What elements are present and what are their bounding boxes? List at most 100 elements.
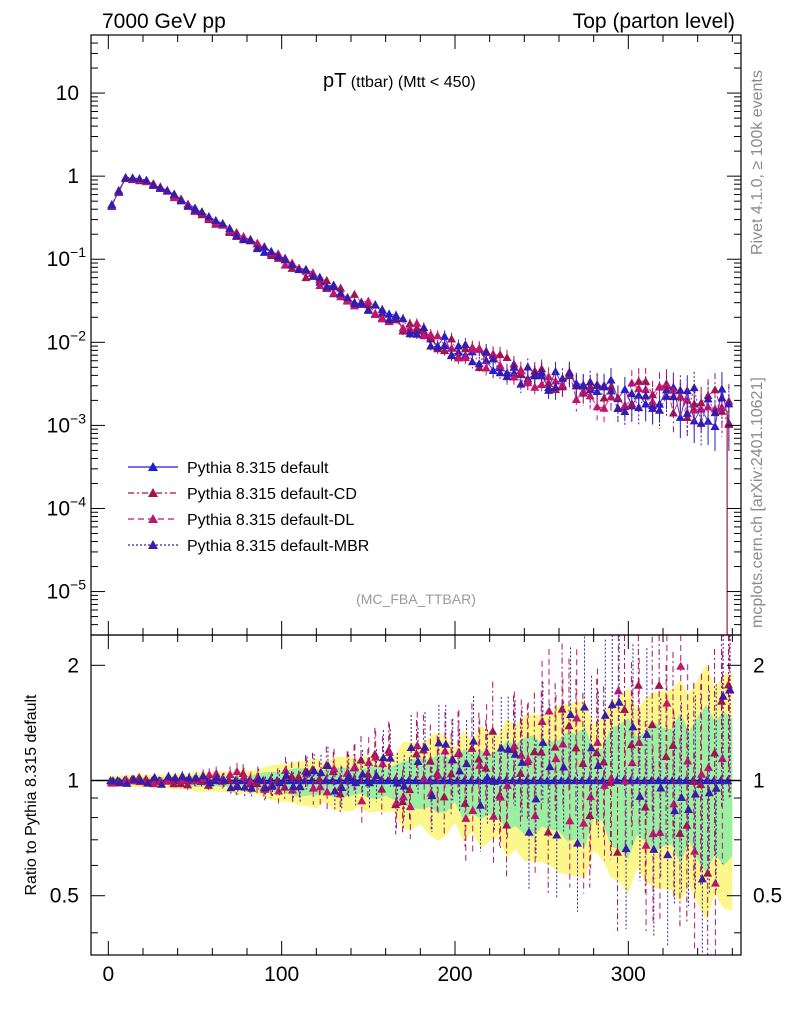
ratio-point — [232, 766, 242, 776]
ratio-point — [648, 829, 658, 838]
ratio-point — [406, 742, 416, 752]
ratio-y-tick-label-left: 1 — [67, 770, 79, 793]
ratio-point — [334, 776, 344, 785]
ratio-point — [468, 805, 478, 814]
ratio-point — [288, 781, 298, 790]
data-point — [592, 380, 602, 389]
ratio-point — [150, 772, 160, 781]
ratio-point — [341, 776, 351, 785]
ratio-point — [392, 778, 402, 787]
ratio-point — [640, 802, 650, 811]
ratio-point — [295, 782, 305, 791]
ratio-point — [405, 785, 415, 794]
data-point — [322, 275, 332, 284]
data-point — [259, 242, 269, 251]
ratio-point — [281, 765, 291, 774]
ratio-point — [653, 776, 663, 785]
data-point — [523, 378, 533, 387]
main-y-tick-label: 10−5 — [47, 577, 87, 604]
data-point — [252, 238, 262, 247]
ratio-point — [703, 868, 713, 877]
main-y-tick-label: 10 — [56, 82, 79, 105]
data-point — [474, 343, 484, 352]
data-point — [613, 403, 623, 412]
ratio-point — [559, 762, 569, 771]
data-point — [412, 329, 422, 338]
ratio-point — [572, 713, 582, 722]
ratio-point — [647, 719, 657, 729]
data-point — [564, 368, 574, 377]
ratio-point — [350, 762, 360, 771]
data-point — [516, 365, 526, 374]
data-point — [627, 388, 637, 398]
ratio-point — [399, 781, 409, 790]
main-y-tick-label: 10−1 — [47, 244, 87, 271]
data-point — [280, 255, 290, 264]
ratio-point — [531, 794, 541, 803]
ratio-point — [578, 758, 588, 767]
data-point — [294, 265, 304, 274]
data-point — [287, 260, 297, 269]
data-point — [634, 383, 644, 393]
data-point — [474, 359, 484, 368]
ratio-point — [335, 789, 345, 798]
data-point — [724, 399, 734, 408]
data-point — [363, 305, 373, 314]
ratio-point — [233, 781, 243, 790]
data-point — [433, 342, 443, 351]
ratio-point — [703, 762, 713, 771]
data-point — [551, 376, 561, 385]
data-point — [675, 412, 685, 421]
main-panel — [107, 172, 734, 635]
ratio-point — [717, 753, 727, 763]
ratio-point — [481, 763, 491, 772]
ratio-point — [496, 743, 506, 752]
ratio-point — [405, 802, 415, 811]
main-panel-title: pT (ttbar) (Mtt < 450) — [323, 70, 476, 92]
ratio-point — [205, 778, 215, 787]
ratio-panel-points — [91, 635, 741, 955]
ratio-point — [710, 878, 720, 887]
x-tick-label: 100 — [264, 963, 299, 986]
ratio-point — [466, 776, 476, 785]
ratio-point — [628, 722, 638, 731]
ratio-point — [613, 686, 623, 695]
data-point — [440, 340, 450, 350]
data-point — [315, 280, 325, 289]
ratio-y-tick-label-left: 0.5 — [50, 885, 79, 908]
ratio-point — [351, 778, 361, 787]
data-point — [509, 372, 519, 381]
ratio-point — [711, 783, 721, 792]
data-point — [620, 384, 630, 394]
ratio-point — [302, 767, 312, 776]
ratio-point — [656, 783, 666, 792]
data-point — [648, 403, 658, 412]
data-point — [128, 173, 138, 182]
ratio-point — [356, 755, 366, 764]
ratio-point — [633, 776, 643, 785]
data-point — [211, 215, 221, 225]
data-point — [162, 185, 172, 194]
data-point — [544, 385, 554, 394]
ratio-point — [571, 743, 581, 752]
data-point — [412, 323, 422, 332]
legend-marker — [148, 540, 158, 549]
ratio-point — [544, 706, 554, 715]
ratio-point — [696, 779, 706, 789]
ratio-point — [570, 776, 580, 785]
data-point — [495, 350, 505, 359]
data-point — [467, 344, 477, 353]
ratio-point — [475, 800, 485, 809]
ratio-point — [427, 791, 437, 800]
main-y-tick-label: 1 — [67, 165, 79, 188]
ratio-point — [246, 776, 256, 785]
ratio-point — [412, 740, 422, 750]
ratio-point — [573, 838, 583, 847]
data-point — [315, 272, 325, 281]
data-point — [301, 273, 311, 282]
ratio-point — [169, 779, 179, 788]
ratio-point — [398, 797, 408, 806]
data-point — [447, 350, 457, 360]
rivet-version-label: Rivet 4.1.0, ≥ 100k events — [749, 70, 766, 255]
data-point — [363, 296, 373, 305]
